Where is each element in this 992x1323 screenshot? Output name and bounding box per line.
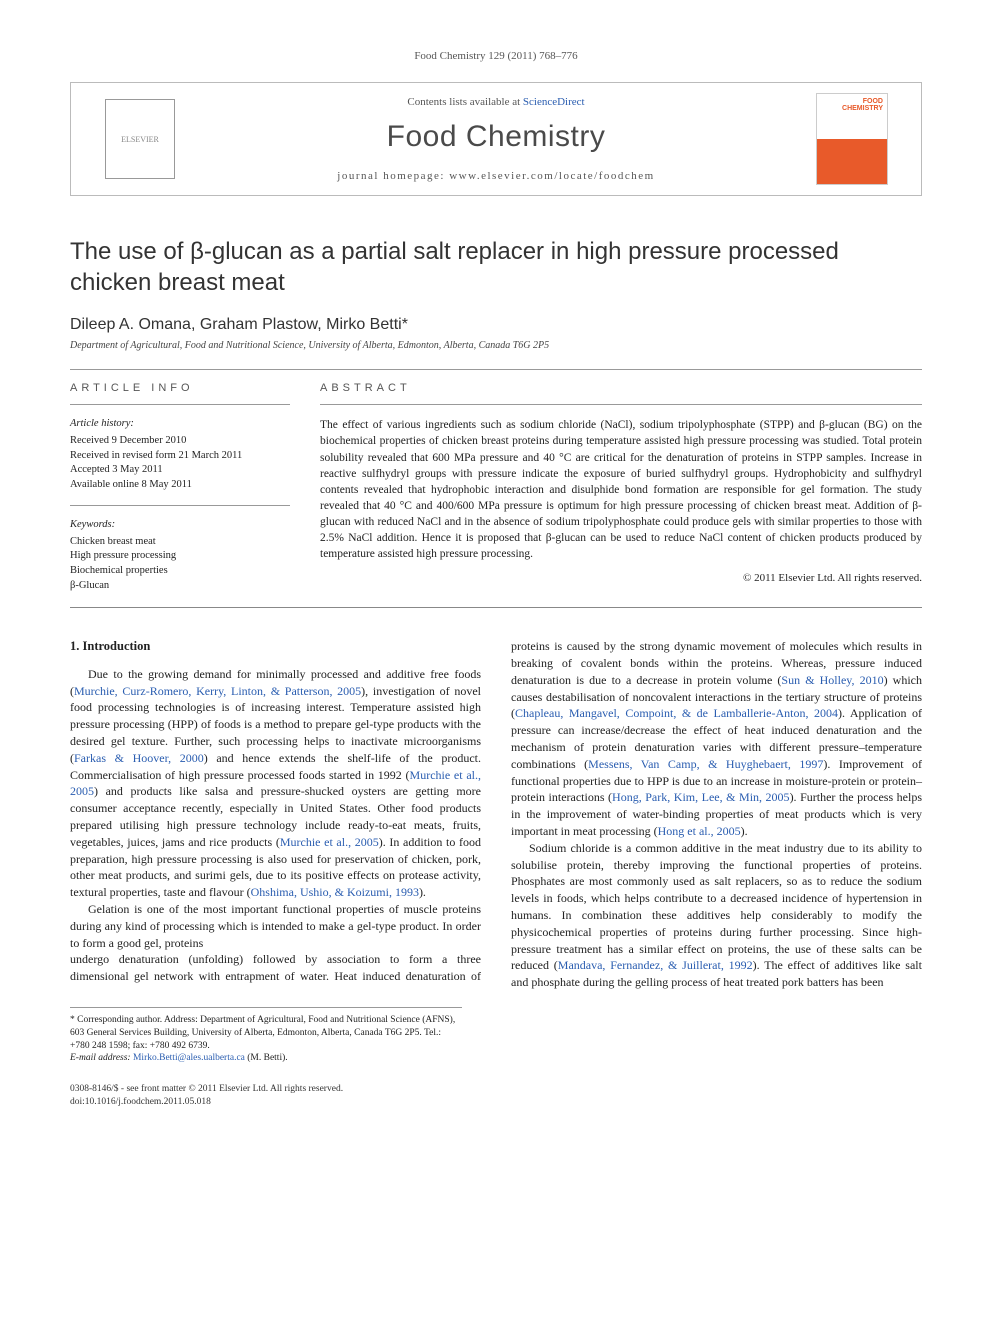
journal-cover-thumbnail: FOOD CHEMISTRY <box>816 93 888 185</box>
journal-cover-slot: FOOD CHEMISTRY <box>797 93 907 185</box>
article-title: The use of β-glucan as a partial salt re… <box>70 236 922 298</box>
doi-line: doi:10.1016/j.foodchem.2011.05.018 <box>70 1096 922 1109</box>
sciencedirect-link[interactable]: ScienceDirect <box>523 96 585 108</box>
section-heading: 1. Introduction <box>70 638 481 656</box>
body-text: ). <box>419 885 426 899</box>
publisher-logo-slot: ELSEVIER <box>85 99 195 179</box>
elsevier-logo: ELSEVIER <box>105 99 175 179</box>
authors-names: Dileep A. Omana, Graham Plastow, Mirko B… <box>70 316 402 333</box>
homepage-label: journal homepage: <box>337 170 449 182</box>
affiliation: Department of Agricultural, Food and Nut… <box>70 340 922 351</box>
journal-homepage-line: journal homepage: www.elsevier.com/locat… <box>205 170 787 182</box>
body-text: ). <box>741 824 748 838</box>
masthead-center: Contents lists available at ScienceDirec… <box>205 96 787 182</box>
divider <box>70 505 290 506</box>
body-two-column: 1. Introduction Due to the growing deman… <box>70 638 922 991</box>
citation-link[interactable]: Sun & Holley, 2010 <box>781 673 883 687</box>
email-tail: (M. Betti). <box>245 1053 288 1063</box>
divider-heavy <box>70 607 922 608</box>
keyword: High pressure processing <box>70 549 290 564</box>
divider <box>70 404 290 405</box>
body-paragraph: Sodium chloride is a common additive in … <box>511 840 922 991</box>
article-history-head: Article history: <box>70 417 290 432</box>
corresponding-mark: * <box>402 316 408 333</box>
body-paragraph: Due to the growing demand for minimally … <box>70 666 481 901</box>
abstract-text: The effect of various ingredients such a… <box>320 417 922 562</box>
citation-link[interactable]: Murchie, Curz-Romero, Kerry, Linton, & P… <box>74 684 361 698</box>
citation-link[interactable]: Ohshima, Ushio, & Koizumi, 1993 <box>251 885 419 899</box>
corresponding-author-footnote: * Corresponding author. Address: Departm… <box>70 1014 462 1052</box>
citation-link[interactable]: Hong, Park, Kim, Lee, & Min, 2005 <box>612 790 790 804</box>
email-footnote: E-mail address: Mirko.Betti@ales.ualbert… <box>70 1052 462 1065</box>
front-matter-line: 0308-8146/$ - see front matter © 2011 El… <box>70 1083 922 1096</box>
contents-lists-line: Contents lists available at ScienceDirec… <box>205 96 787 108</box>
authors-line: Dileep A. Omana, Graham Plastow, Mirko B… <box>70 316 922 334</box>
body-text: Sodium chloride is a common additive in … <box>511 841 922 973</box>
article-info-column: ARTICLE INFO Article history: Received 9… <box>70 382 290 593</box>
citation-link[interactable]: Mandava, Fernandez, & Juillerat, 1992 <box>558 958 753 972</box>
running-head: Food Chemistry 129 (2011) 768–776 <box>70 50 922 62</box>
masthead: ELSEVIER Contents lists available at Sci… <box>70 82 922 196</box>
journal-title: Food Chemistry <box>205 120 787 154</box>
citation-link[interactable]: Murchie et al., 2005 <box>280 835 379 849</box>
keywords-head: Keywords: <box>70 518 290 533</box>
citation-link[interactable]: Hong et al., 2005 <box>658 824 741 838</box>
body-paragraph: Gelation is one of the most important fu… <box>70 901 481 951</box>
cover-text-1: FOOD <box>821 98 883 105</box>
article-info-head: ARTICLE INFO <box>70 382 290 394</box>
keyword: β-Glucan <box>70 579 290 594</box>
homepage-url[interactable]: www.elsevier.com/locate/foodchem <box>449 170 655 182</box>
page-footer: 0308-8146/$ - see front matter © 2011 El… <box>70 1083 922 1109</box>
email-link[interactable]: Mirko.Betti@ales.ualberta.ca <box>133 1053 245 1063</box>
elsevier-logo-text: ELSEVIER <box>121 135 159 144</box>
history-item: Received 9 December 2010 <box>70 434 290 449</box>
contents-prefix: Contents lists available at <box>407 96 522 108</box>
keyword: Chicken breast meat <box>70 535 290 550</box>
citation-link[interactable]: Farkas & Hoover, 2000 <box>74 751 204 765</box>
email-label: E-mail address: <box>70 1053 133 1063</box>
footnotes: * Corresponding author. Address: Departm… <box>70 1007 462 1065</box>
history-item: Accepted 3 May 2011 <box>70 463 290 478</box>
abstract-column: ABSTRACT The effect of various ingredien… <box>320 382 922 593</box>
citation-link[interactable]: Chapleau, Mangavel, Compoint, & de Lamba… <box>515 706 838 720</box>
article-history: Received 9 December 2010 Received in rev… <box>70 434 290 493</box>
divider <box>70 369 922 370</box>
divider <box>320 404 922 405</box>
history-item: Received in revised form 21 March 2011 <box>70 449 290 464</box>
keyword: Biochemical properties <box>70 564 290 579</box>
citation-link[interactable]: Messens, Van Camp, & Huyghebaert, 1997 <box>588 757 823 771</box>
abstract-head: ABSTRACT <box>320 382 922 394</box>
history-item: Available online 8 May 2011 <box>70 478 290 493</box>
cover-text-2: CHEMISTRY <box>821 105 883 112</box>
abstract-copyright: © 2011 Elsevier Ltd. All rights reserved… <box>320 572 922 584</box>
